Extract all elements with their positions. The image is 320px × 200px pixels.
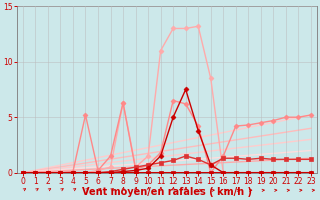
X-axis label: Vent moyen/en rafales ( km/h ): Vent moyen/en rafales ( km/h ): [82, 187, 252, 197]
